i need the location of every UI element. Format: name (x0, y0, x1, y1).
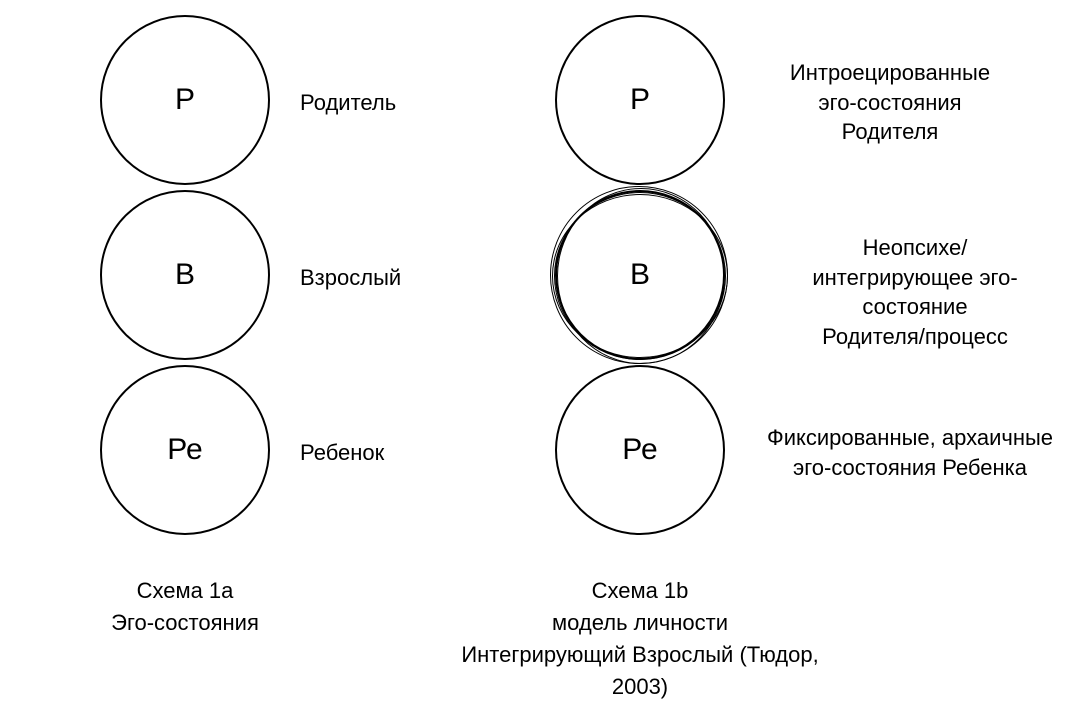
circle-letter-v-a: В (175, 258, 195, 292)
circle-child-b: Ре (555, 365, 725, 535)
caption-a-line2: Эго-состояния (85, 607, 285, 639)
caption-a: Схема 1а Эго-состояния (85, 575, 285, 639)
label-adult-b: Неопсихе/ интегрирующее эго-состояние Ро… (765, 233, 1065, 352)
circle-letter-v-b: В (630, 258, 650, 292)
caption-b-line3: Интегрирующий Взрослый (Тюдор, 2003) (440, 639, 840, 703)
label-parent-a: Родитель (300, 88, 396, 118)
label-child-a: Ребенок (300, 438, 384, 468)
circle-child-a: Ре (100, 365, 270, 535)
caption-b-line1: Схема 1b (440, 575, 840, 607)
circle-letter-p-b: Р (630, 83, 650, 117)
circle-adult-a: В (100, 190, 270, 360)
circle-adult-b: В (555, 190, 725, 360)
label-child-b: Фиксированные, архаичные эго-состояния Р… (765, 423, 1055, 482)
label-parent-b: Интроецированные эго-состояния Родителя (765, 58, 1015, 147)
label-adult-a: Взрослый (300, 263, 401, 293)
caption-b-line2: модель личности (440, 607, 840, 639)
circle-parent-a: Р (100, 15, 270, 185)
circle-letter-p-a: Р (175, 83, 195, 117)
circle-letter-re-a: Ре (167, 433, 202, 467)
circle-letter-re-b: Ре (622, 433, 657, 467)
circle-parent-b: Р (555, 15, 725, 185)
caption-b: Схема 1b модель личности Интегрирующий В… (440, 575, 840, 703)
caption-a-line1: Схема 1а (85, 575, 285, 607)
